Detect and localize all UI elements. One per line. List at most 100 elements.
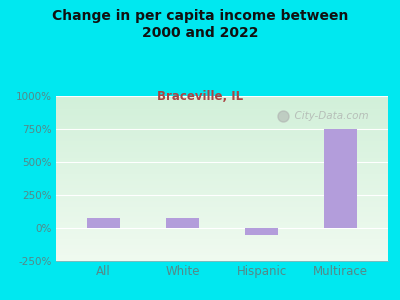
Bar	[56, 113, 388, 114]
Bar	[56, 110, 388, 111]
Bar	[56, 109, 388, 110]
Bar	[56, 183, 388, 184]
Bar	[56, 236, 388, 237]
Bar	[56, 208, 388, 209]
Bar	[56, 119, 388, 120]
Bar	[245, 228, 278, 235]
Bar	[56, 182, 388, 183]
Bar	[56, 198, 388, 199]
Bar	[56, 254, 388, 255]
Bar	[56, 216, 388, 217]
Bar	[56, 186, 388, 187]
Bar	[56, 233, 388, 234]
Bar	[56, 138, 388, 139]
Bar	[56, 97, 388, 98]
Bar	[56, 202, 388, 203]
Bar	[56, 144, 388, 145]
Bar	[56, 107, 388, 108]
Bar	[56, 219, 388, 220]
Text: City-Data.com: City-Data.com	[288, 111, 369, 121]
Bar	[56, 215, 388, 216]
Bar	[56, 199, 388, 200]
Bar	[56, 202, 388, 203]
Bar	[56, 161, 388, 162]
Bar	[56, 221, 388, 222]
Bar	[56, 136, 388, 137]
Bar	[56, 145, 388, 146]
Bar	[56, 117, 388, 118]
Bar	[56, 162, 388, 163]
Bar	[56, 169, 388, 170]
Bar	[56, 247, 388, 248]
Bar	[56, 152, 388, 153]
Bar	[56, 226, 388, 227]
Bar	[56, 259, 388, 260]
Bar	[56, 207, 388, 208]
Bar	[56, 135, 388, 136]
Bar	[56, 181, 388, 182]
Bar	[56, 122, 388, 123]
Bar	[56, 184, 388, 185]
Bar	[56, 220, 388, 221]
Bar	[56, 185, 388, 186]
Bar	[56, 127, 388, 128]
Bar	[56, 159, 388, 160]
Bar	[56, 230, 388, 231]
Bar	[56, 255, 388, 256]
Bar	[56, 173, 388, 174]
Bar	[56, 115, 388, 116]
Bar	[56, 96, 388, 97]
Bar	[56, 118, 388, 119]
Bar	[87, 218, 120, 228]
Bar	[56, 212, 388, 213]
Bar	[56, 175, 388, 176]
Bar	[56, 153, 388, 154]
Bar	[56, 240, 388, 241]
Bar	[56, 179, 388, 180]
Bar	[56, 188, 388, 189]
Bar	[56, 252, 388, 253]
Bar	[56, 190, 388, 191]
Bar	[56, 121, 388, 122]
Bar	[56, 154, 388, 155]
Bar	[56, 164, 388, 165]
Bar	[56, 167, 388, 168]
Bar	[56, 157, 388, 158]
Bar	[56, 116, 388, 117]
Bar	[56, 203, 388, 204]
Bar	[56, 143, 388, 144]
Bar	[56, 140, 388, 141]
Bar	[56, 231, 388, 232]
Bar	[56, 158, 388, 159]
Bar	[56, 141, 388, 142]
Bar	[56, 149, 388, 150]
Bar	[56, 192, 388, 193]
Text: Change in per capita income between
2000 and 2022: Change in per capita income between 2000…	[52, 9, 348, 40]
Bar	[56, 128, 388, 129]
Bar	[56, 103, 388, 104]
Bar	[56, 253, 388, 254]
Bar	[56, 187, 388, 188]
Bar	[56, 104, 388, 105]
Bar	[56, 172, 388, 173]
Bar	[56, 133, 388, 134]
Bar	[56, 180, 388, 181]
Bar	[56, 101, 388, 102]
Bar	[56, 241, 388, 242]
Bar	[56, 249, 388, 250]
Bar	[56, 216, 388, 217]
Bar	[56, 147, 388, 148]
Bar	[56, 150, 388, 151]
Bar	[56, 98, 388, 99]
Bar	[56, 197, 388, 198]
Bar	[56, 130, 388, 131]
Bar	[324, 129, 357, 228]
Bar	[56, 123, 388, 124]
Bar	[56, 126, 388, 127]
Bar	[56, 168, 388, 169]
Bar	[56, 218, 388, 219]
Bar	[56, 146, 388, 147]
Bar	[56, 194, 388, 195]
Bar	[56, 111, 388, 112]
Bar	[56, 174, 388, 175]
